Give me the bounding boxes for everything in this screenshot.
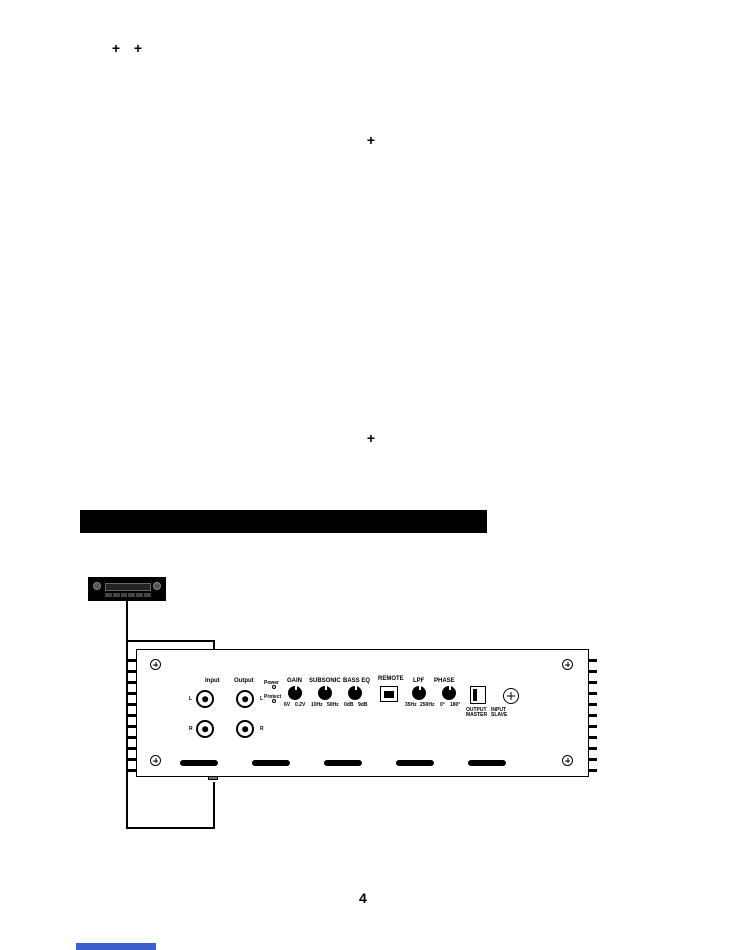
ph-hi: 180° xyxy=(450,702,460,708)
bottom-blue-bar xyxy=(76,943,156,950)
head-unit-display xyxy=(105,583,151,591)
sub-lo: 10Hz xyxy=(311,702,323,708)
cable-branch-bot-h xyxy=(126,827,215,829)
master-slave-switch xyxy=(470,686,486,704)
sub-hi: 50Hz xyxy=(327,702,339,708)
screw-bl xyxy=(150,755,161,766)
rca-output-r xyxy=(236,720,254,738)
lr-l1: L xyxy=(189,696,192,702)
knob-lpf xyxy=(412,686,426,700)
slot-3 xyxy=(324,760,362,766)
section-heading-bar xyxy=(80,510,487,533)
lr-r2: R xyxy=(260,726,264,732)
label-basseq: BASS EQ xyxy=(343,678,370,684)
knob-subsonic xyxy=(318,686,332,700)
screw-tl xyxy=(150,659,161,670)
knob-phase xyxy=(442,686,456,700)
label-lpf: LPF xyxy=(413,678,424,684)
lr-l2: L xyxy=(260,696,263,702)
lpf-hi: 250Hz xyxy=(420,702,434,708)
label-input: Input xyxy=(205,678,220,684)
gain-lo: 6V xyxy=(284,702,290,708)
beq-lo: 0dB xyxy=(344,702,353,708)
head-unit-knob-left xyxy=(93,582,101,590)
remote-jack xyxy=(380,686,398,702)
page-number: 4 xyxy=(359,890,367,906)
label-protect: Protect xyxy=(264,694,281,700)
slot-2 xyxy=(252,760,290,766)
label-output: Output xyxy=(234,678,254,684)
slot-5 xyxy=(468,760,506,766)
ph-lo: 0° xyxy=(440,702,445,708)
label-phase: PHASE xyxy=(434,678,455,684)
reg-cross-3: + xyxy=(365,134,377,146)
screw-tr xyxy=(562,659,573,670)
head-unit-buttons xyxy=(105,593,151,597)
rca-output-l xyxy=(236,690,254,708)
beq-hi: 9dB xyxy=(358,702,367,708)
cable-branch-top-h xyxy=(126,640,215,642)
reg-cross-2: + xyxy=(132,42,144,54)
rca-input-l xyxy=(196,690,214,708)
lpf-lo: 35Hz xyxy=(405,702,417,708)
label-remote: REMOTE xyxy=(378,676,404,682)
knob-basseq xyxy=(348,686,362,700)
reg-cross-4: + xyxy=(365,432,377,444)
reg-cross-1: + xyxy=(110,42,122,54)
head-unit-knob-right xyxy=(153,582,161,590)
screw-big xyxy=(503,688,519,704)
label-power: Power xyxy=(264,680,279,686)
rca-input-r xyxy=(196,720,214,738)
gain-hi: 0.2V xyxy=(295,702,305,708)
label-gain: GAIN xyxy=(287,678,302,684)
slot-4 xyxy=(396,760,434,766)
knob-gain xyxy=(288,686,302,700)
cable-branch-bot-v xyxy=(213,782,215,829)
screw-br xyxy=(562,755,573,766)
lr-r1: R xyxy=(189,726,193,732)
label-slave: SLAVE xyxy=(491,712,507,718)
slot-1 xyxy=(180,760,218,766)
label-master: MASTER xyxy=(466,712,487,718)
amplifier-body xyxy=(136,649,589,777)
label-subsonic: SUBSONIC xyxy=(309,678,341,684)
head-unit xyxy=(88,577,166,601)
